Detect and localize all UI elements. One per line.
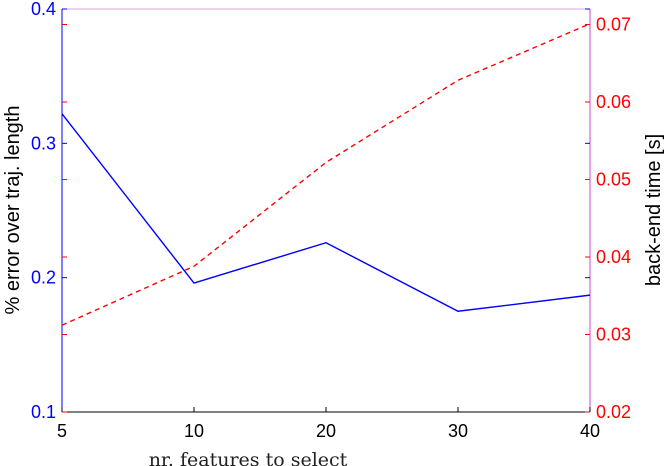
x-tick-label: 5 xyxy=(57,421,67,441)
right-y-tick-label: 0.03 xyxy=(596,325,631,345)
left-y-tick-label: 0.4 xyxy=(31,0,56,19)
x-tick-label: 20 xyxy=(316,421,336,441)
tick-labels: 0.1 0.2 0.3 0.4 0.02 0.03 0.04 0.05 0.06 0.07 5 10 2… xyxy=(31,0,631,441)
left-y-axis-label: % error over traj. length xyxy=(2,106,24,315)
right-y-axis-label: back-end time [s] xyxy=(643,134,665,286)
x-tick-label: 10 xyxy=(184,421,204,441)
right-y-tick-label: 0.02 xyxy=(596,402,631,422)
backend-time-line xyxy=(61,23,591,326)
right-y-tick-label: 0.05 xyxy=(596,170,631,190)
series-lines xyxy=(61,23,591,326)
left-y-tick-label: 0.2 xyxy=(31,268,56,288)
left-y-tick-label: 0.1 xyxy=(31,402,56,422)
error-line xyxy=(61,113,591,312)
axes xyxy=(61,8,591,413)
right-y-tick-label: 0.04 xyxy=(596,247,631,267)
right-y-tick-label: 0.07 xyxy=(596,15,631,35)
right-y-tick-label: 0.06 xyxy=(596,92,631,112)
x-tick-label: 30 xyxy=(448,421,468,441)
x-axis-label: nr. features to select xyxy=(149,449,348,466)
left-y-tick-label: 0.3 xyxy=(31,133,56,153)
x-tick-label: 40 xyxy=(580,421,600,441)
